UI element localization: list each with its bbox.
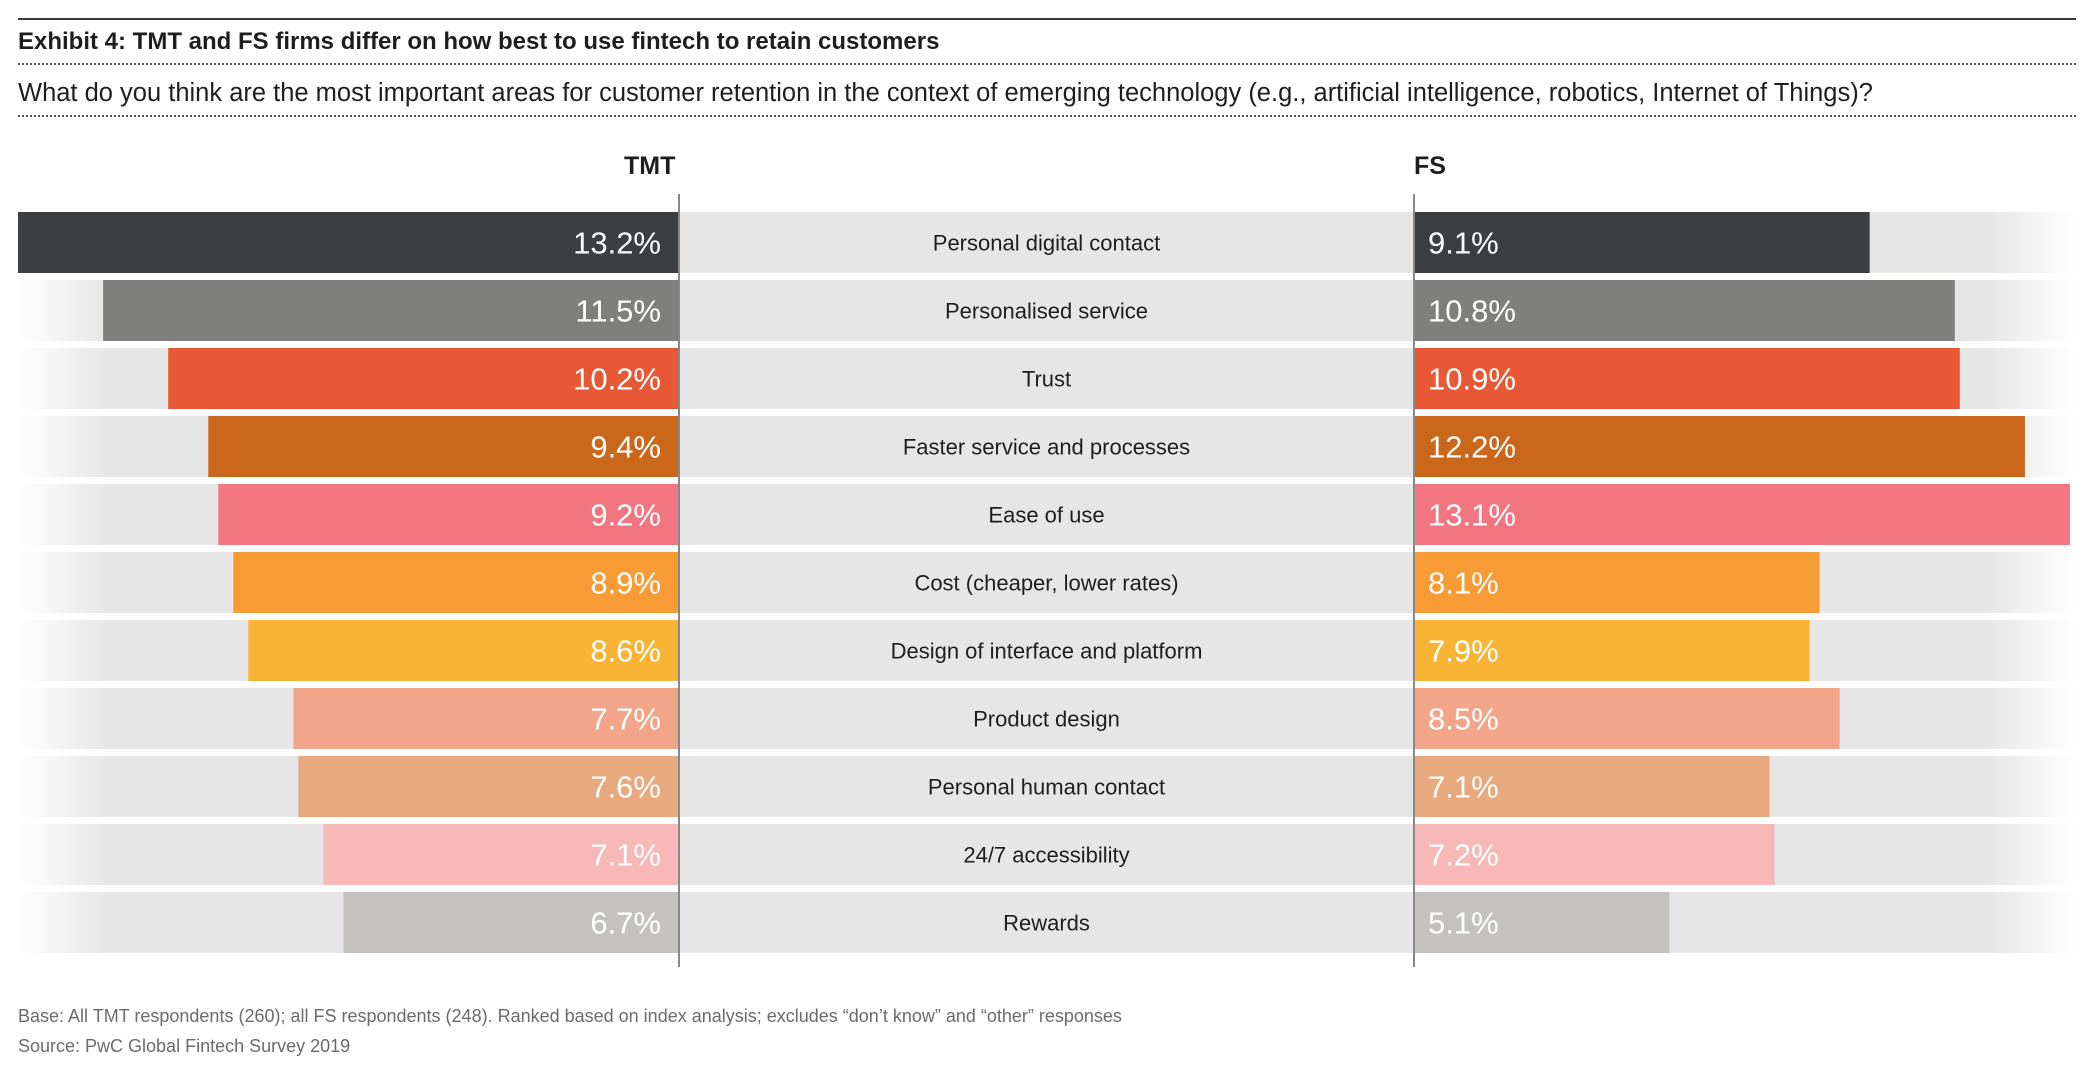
butterfly-bar-chart: 13.2% 9.1% Personal digital contact 11.5% 10… <box>18 194 2076 967</box>
fs-value-label: 9.1% <box>1428 226 1499 261</box>
dotted-divider-bottom <box>18 115 2076 117</box>
row-fade-left <box>18 484 108 545</box>
tmt-value-label: 7.7% <box>590 702 661 737</box>
tmt-column-header: TMT <box>624 152 676 180</box>
fs-value-label: 10.9% <box>1428 362 1516 397</box>
top-rule <box>18 18 2076 20</box>
tmt-bar <box>298 756 679 817</box>
row-fade-right <box>1986 552 2076 613</box>
category-label: Personalised service <box>945 299 1148 324</box>
fs-bar <box>1414 416 2025 477</box>
tmt-value-label: 11.5% <box>575 294 661 329</box>
row-fade-right <box>1986 212 2076 273</box>
row-fade-left <box>18 756 108 817</box>
category-label: Cost (cheaper, lower rates) <box>914 571 1178 596</box>
fs-bar <box>1414 824 1775 885</box>
fs-bar <box>1414 892 1670 953</box>
category-label: Product design <box>973 707 1120 732</box>
category-label: Faster service and processes <box>903 435 1190 460</box>
tmt-bar <box>18 212 679 273</box>
row-fade-right <box>1986 348 2076 409</box>
tmt-bar <box>323 824 679 885</box>
fs-value-label: 7.1% <box>1428 770 1499 805</box>
category-label: Rewards <box>1003 911 1090 936</box>
fs-value-label: 7.2% <box>1428 838 1499 873</box>
row-fade-left <box>18 552 108 613</box>
fs-value-label: 7.9% <box>1428 634 1499 669</box>
fs-bar <box>1414 552 1820 613</box>
tmt-value-label: 8.6% <box>590 634 661 669</box>
tmt-bar <box>168 348 679 409</box>
fs-value-label: 8.1% <box>1428 566 1499 601</box>
fs-value-label: 8.5% <box>1428 702 1499 737</box>
tmt-value-label: 7.6% <box>590 770 661 805</box>
fs-value-label: 5.1% <box>1428 906 1499 941</box>
tmt-value-label: 9.2% <box>590 498 661 533</box>
row-fade-right <box>1986 688 2076 749</box>
dotted-divider-top <box>18 63 2076 65</box>
row-fade-right <box>1986 620 2076 681</box>
chart-title: Exhibit 4: TMT and FS firms differ on ho… <box>18 28 940 55</box>
row-fade-left <box>18 416 108 477</box>
row-fade-right <box>1986 756 2076 817</box>
row-fade-right <box>1986 892 2076 953</box>
fs-bar <box>1414 688 1840 749</box>
tmt-bar <box>343 892 679 953</box>
tmt-bar <box>248 620 679 681</box>
category-label: Personal human contact <box>928 775 1165 800</box>
row-fade-left <box>18 620 108 681</box>
tmt-bar <box>208 416 679 477</box>
category-label: Personal digital contact <box>933 231 1160 256</box>
tmt-bar <box>293 688 679 749</box>
row-fade-left <box>18 280 108 341</box>
tmt-bar <box>218 484 679 545</box>
survey-question: What do you think are the most important… <box>18 79 1873 107</box>
tmt-value-label: 13.2% <box>573 226 661 261</box>
base-note: Base: All TMT respondents (260); all FS … <box>18 1006 1122 1026</box>
tmt-value-label: 10.2% <box>573 362 661 397</box>
fs-column-header: FS <box>1414 152 1446 180</box>
tmt-bar <box>103 280 679 341</box>
category-label: Ease of use <box>988 503 1104 528</box>
tmt-value-label: 9.4% <box>590 430 661 465</box>
category-label: Trust <box>1022 367 1071 392</box>
row-fade-left <box>18 348 108 409</box>
fs-bar <box>1414 484 2070 545</box>
tmt-bar <box>233 552 680 613</box>
row-fade-right <box>1986 280 2076 341</box>
row-fade-left <box>18 824 108 885</box>
fs-bar <box>1414 756 1770 817</box>
fs-value-label: 10.8% <box>1428 294 1516 329</box>
category-label: Design of interface and platform <box>891 639 1203 664</box>
row-fade-left <box>18 892 108 953</box>
tmt-value-label: 7.1% <box>590 838 661 873</box>
row-fade-right <box>1986 824 2076 885</box>
source-note: Source: PwC Global Fintech Survey 2019 <box>18 1036 351 1056</box>
fs-bar <box>1414 280 1955 341</box>
fs-value-label: 12.2% <box>1428 430 1516 465</box>
fs-bar <box>1414 212 1870 273</box>
fs-bar <box>1414 620 1810 681</box>
tmt-value-label: 6.7% <box>590 906 661 941</box>
tmt-value-label: 8.9% <box>590 566 661 601</box>
fs-bar <box>1414 348 1960 409</box>
fs-value-label: 13.1% <box>1428 498 1516 533</box>
row-fade-left <box>18 688 108 749</box>
category-label: 24/7 accessibility <box>963 843 1129 868</box>
